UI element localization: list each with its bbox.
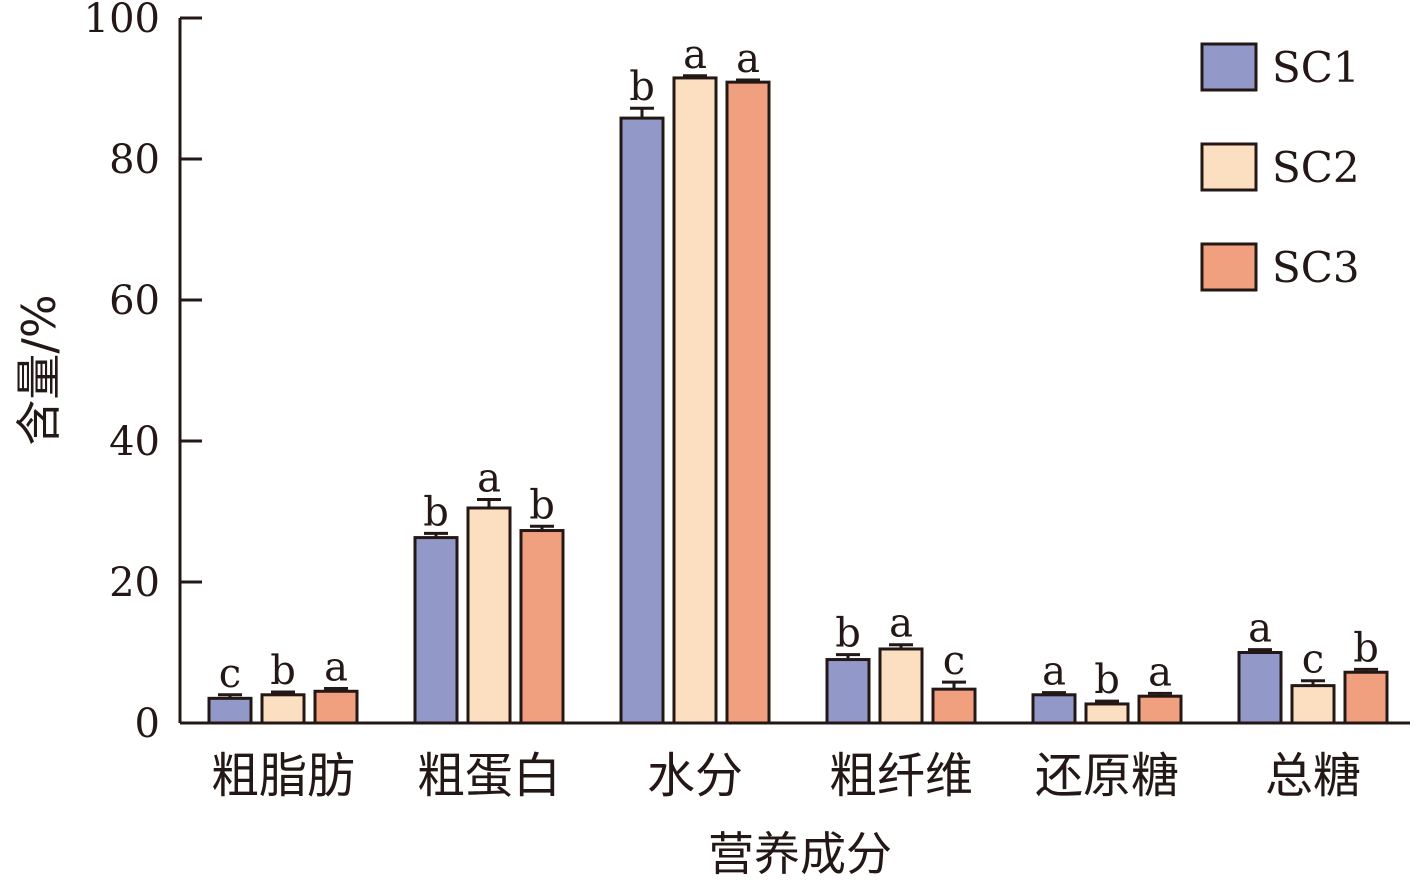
significance-label: a <box>736 36 760 82</box>
legend-label: SC2 <box>1272 143 1360 192</box>
bar-sc2 <box>878 647 924 725</box>
significance-label: a <box>1042 649 1066 695</box>
y-axis-title: 含量/% <box>12 294 66 445</box>
bar-sc1 <box>1237 651 1283 725</box>
y-tick-label: 80 <box>109 137 160 183</box>
bar-sc2 <box>466 506 512 725</box>
significance-label: b <box>1094 657 1120 703</box>
bar-sc1 <box>619 116 665 725</box>
x-category-label: 总糖 <box>1265 748 1361 804</box>
bar-sc1 <box>1031 693 1077 725</box>
x-axis-title: 营养成分 <box>708 827 892 880</box>
significance-label: c <box>219 651 241 697</box>
x-category-label: 粗纤维 <box>829 748 973 804</box>
bar-sc3 <box>1343 670 1389 725</box>
significance-label: b <box>529 482 555 528</box>
legend-label: SC1 <box>1272 43 1360 92</box>
y-tick-label: 20 <box>109 560 160 606</box>
bar-sc3 <box>313 689 359 725</box>
bar-sc3 <box>725 80 771 725</box>
y-tick-label: 100 <box>84 0 160 42</box>
significance-label: a <box>889 601 913 647</box>
bar-sc3 <box>519 529 565 725</box>
significance-label: c <box>1302 637 1324 683</box>
x-category-label: 水分 <box>647 748 743 804</box>
significance-label: a <box>1148 649 1172 695</box>
bar-sc2 <box>260 693 306 725</box>
y-tick-label: 0 <box>135 701 160 747</box>
significance-label: b <box>1353 625 1379 671</box>
bar-sc1 <box>413 536 459 725</box>
significance-label: b <box>270 648 296 694</box>
legend: SC1 SC2 SC3 <box>1200 42 1360 292</box>
legend-swatch-sc3 <box>1200 242 1258 292</box>
bars <box>207 74 1389 725</box>
significance-label: a <box>683 32 707 78</box>
y-tick-label: 60 <box>109 278 160 324</box>
significance-label: b <box>629 64 655 110</box>
bar-sc3 <box>1137 694 1183 725</box>
y-tick-label: 40 <box>109 419 160 465</box>
significance-label: b <box>835 611 861 657</box>
x-category-label: 还原糖 <box>1035 748 1179 804</box>
legend-label: SC3 <box>1272 243 1360 292</box>
significance-label: a <box>477 456 501 502</box>
bar-sc3 <box>931 687 977 725</box>
axes: 0 20 40 60 80 100 <box>84 0 1410 747</box>
bar-sc2 <box>1084 702 1130 725</box>
significance-label: a <box>1248 606 1272 652</box>
significance-label: b <box>423 489 449 535</box>
x-category-label: 粗脂肪 <box>211 748 355 804</box>
bar-sc2 <box>1290 684 1336 725</box>
significance-label: a <box>324 644 348 690</box>
bar-sc1 <box>207 696 253 725</box>
significance-label: c <box>943 638 965 684</box>
x-category-label: 粗蛋白 <box>417 748 561 804</box>
legend-swatch-sc2 <box>1200 142 1258 192</box>
bar-sc2 <box>672 76 718 725</box>
bar-sc1 <box>825 658 871 725</box>
legend-swatch-sc1 <box>1200 42 1258 92</box>
